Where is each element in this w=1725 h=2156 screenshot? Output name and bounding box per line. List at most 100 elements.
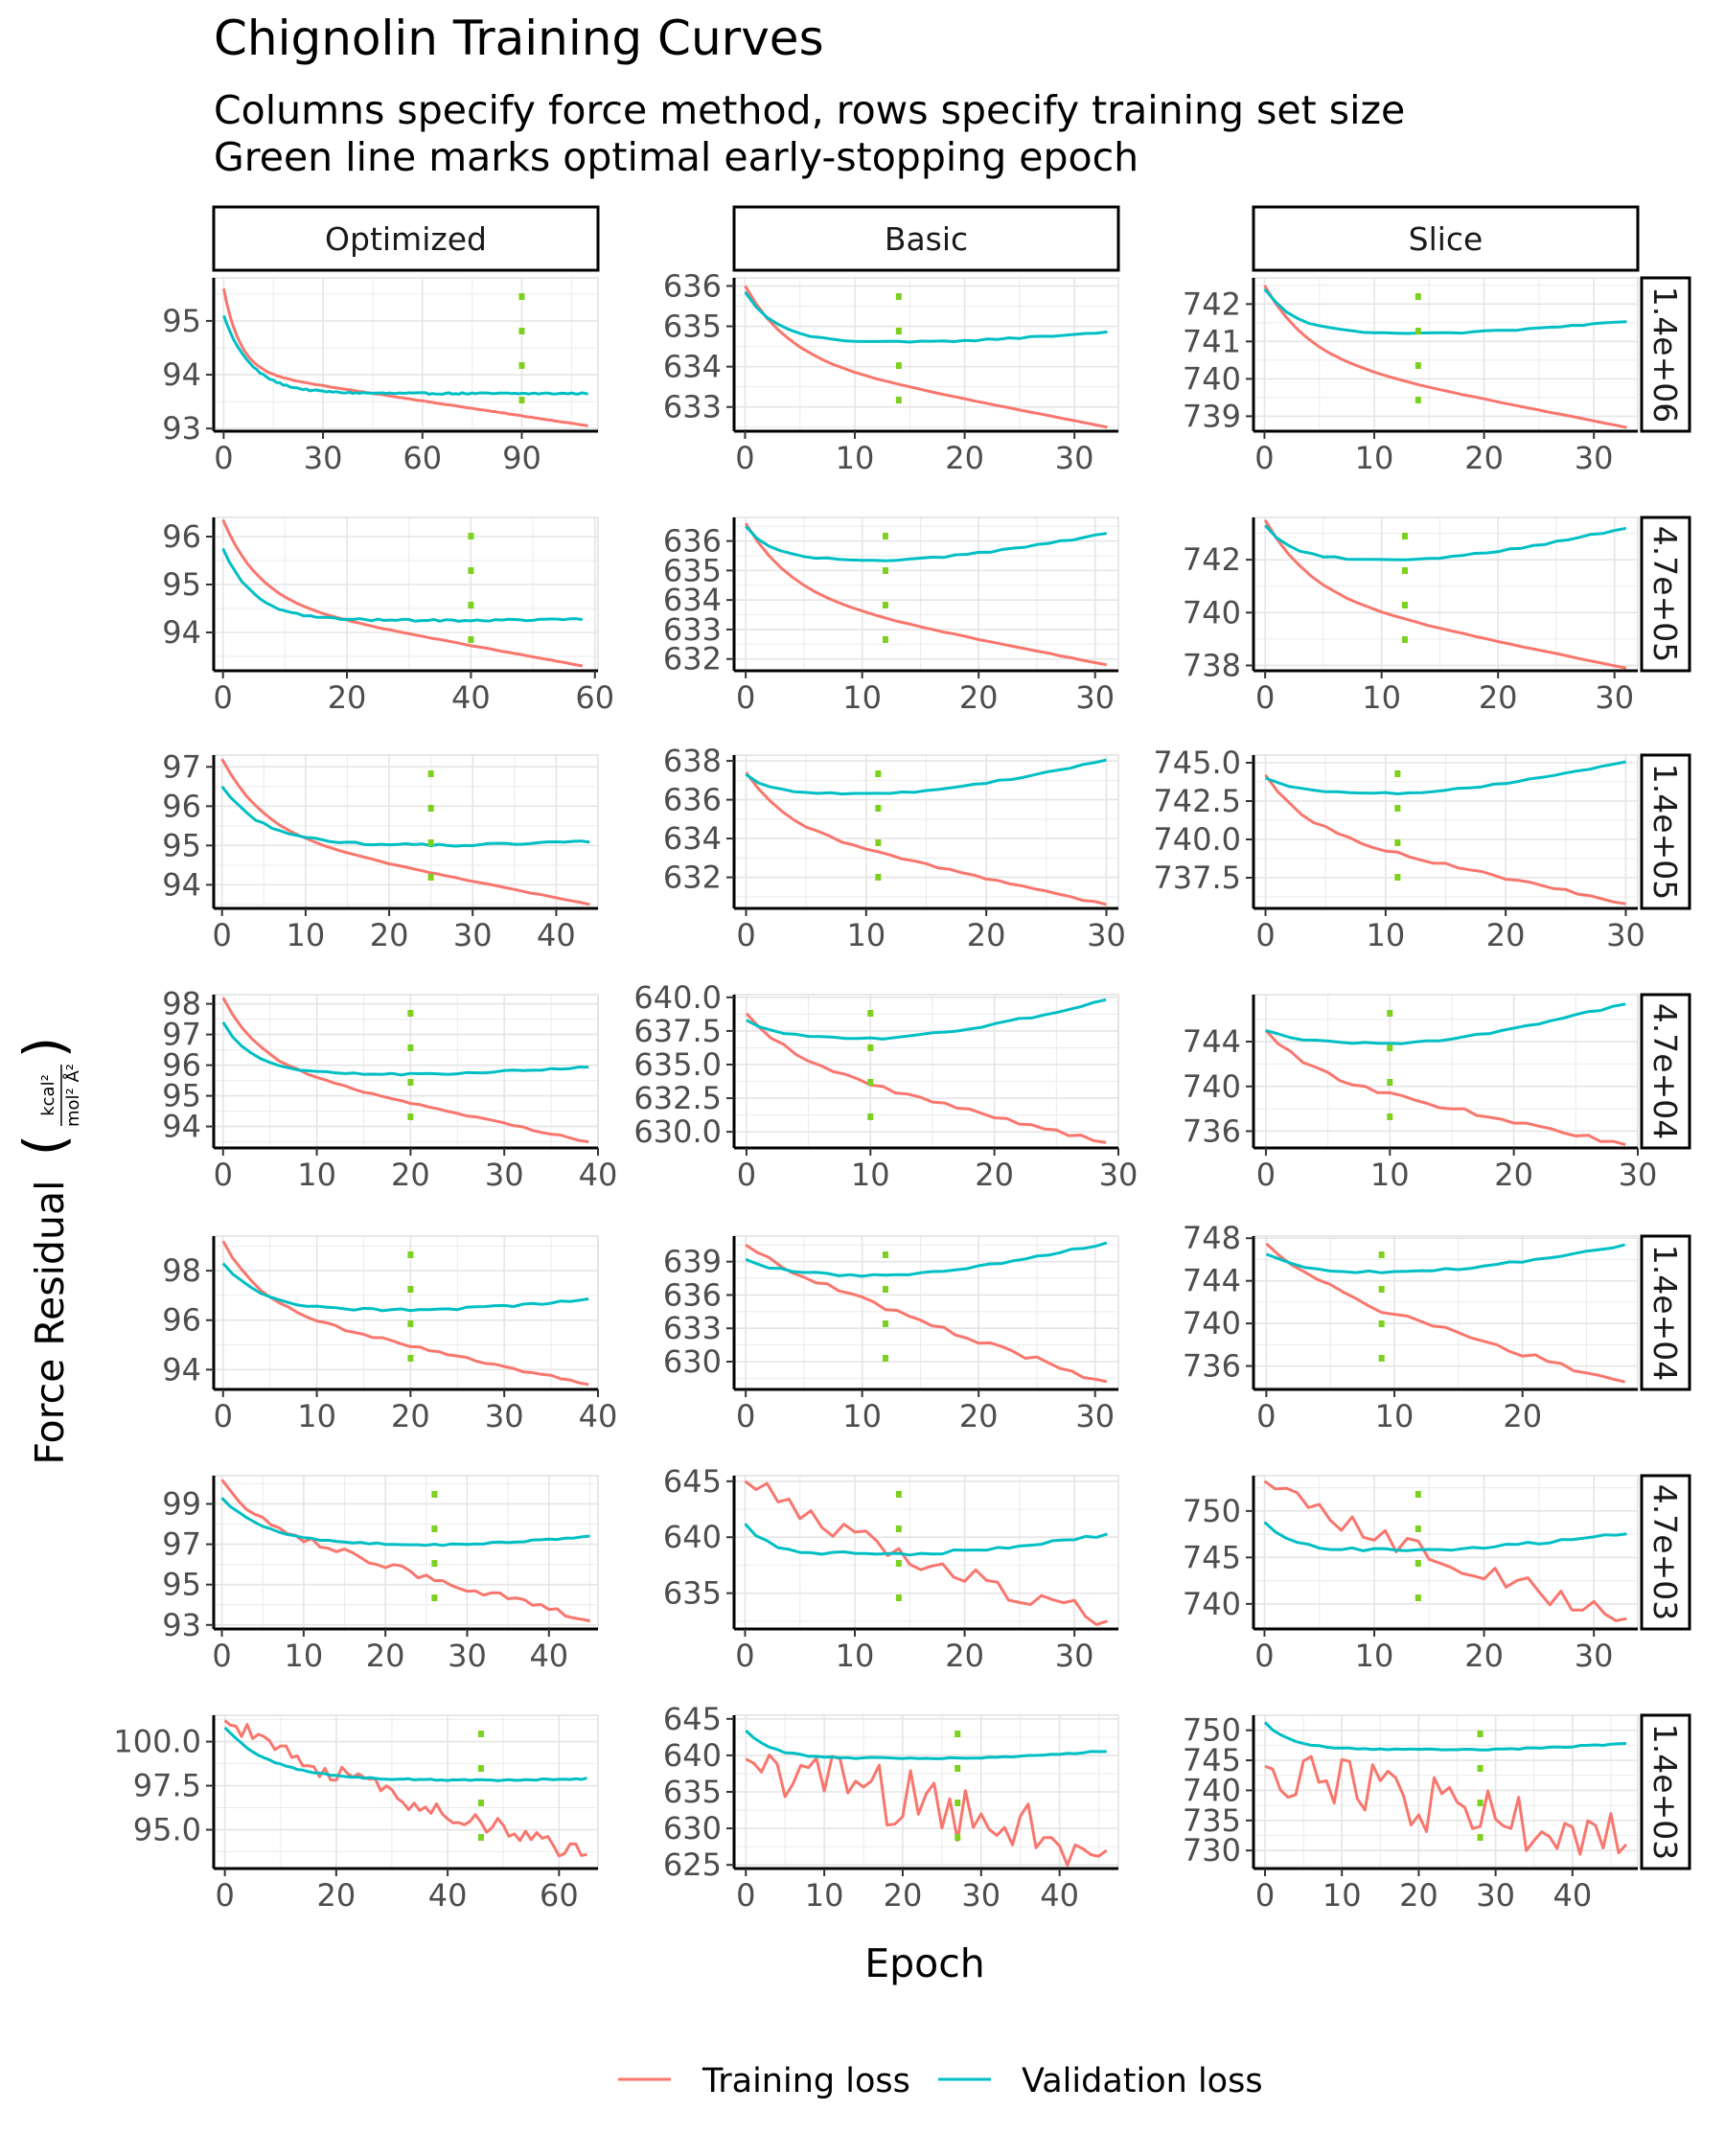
x-tick-label: 20 bbox=[1399, 1877, 1438, 1914]
y-tick-label: 634 bbox=[663, 582, 722, 618]
y-tick-label: 97 bbox=[162, 1526, 201, 1563]
panel-grid bbox=[214, 1715, 598, 1869]
y-tick-label: 640.0 bbox=[633, 979, 722, 1016]
series-line-training bbox=[1265, 1242, 1625, 1384]
y-tick-label: 98 bbox=[162, 986, 201, 1022]
y-tick-label: 742 bbox=[1183, 541, 1241, 578]
y-tick-label: 740 bbox=[1183, 1772, 1241, 1808]
series-line-validation bbox=[221, 1021, 589, 1077]
x-tick-label: 40 bbox=[428, 1877, 468, 1914]
panel-grid bbox=[734, 755, 1118, 908]
y-tick-label: 744 bbox=[1183, 1263, 1241, 1299]
y-tick-label: 94 bbox=[162, 866, 201, 903]
series-line-validation bbox=[1263, 1521, 1627, 1552]
x-tick-label: 20 bbox=[945, 1638, 984, 1674]
row-strip-box bbox=[1640, 516, 1691, 673]
panel-grid bbox=[214, 755, 598, 908]
x-tick-label: 40 bbox=[537, 917, 576, 953]
y-tick-label: 99 bbox=[162, 1485, 201, 1522]
series-line-training bbox=[221, 997, 589, 1144]
y-tick-label: 625 bbox=[663, 1846, 722, 1883]
x-tick-label: 20 bbox=[370, 917, 409, 953]
series-line-training bbox=[745, 1244, 1108, 1384]
legend-label-validation: Validation loss bbox=[1022, 2062, 1263, 2100]
y-tick-label: 633 bbox=[663, 1310, 722, 1346]
y-tick-label: 738 bbox=[1183, 647, 1241, 683]
x-tick-label: 40 bbox=[579, 1398, 618, 1434]
series-line-training bbox=[1263, 519, 1627, 670]
series-line-validation bbox=[1264, 524, 1627, 562]
y-tick-label: 730 bbox=[1183, 1832, 1241, 1869]
x-tick-label: 20 bbox=[1464, 440, 1504, 476]
panel-background bbox=[214, 1236, 598, 1389]
x-tick-label: 10 bbox=[846, 917, 886, 953]
x-tick-label: 0 bbox=[214, 679, 233, 716]
row-strip-box bbox=[1640, 753, 1691, 910]
row-strip-label: 1.4e+06 bbox=[1646, 287, 1684, 423]
x-tick-label: 30 bbox=[1075, 679, 1115, 716]
x-tick-label: 0 bbox=[1254, 1638, 1274, 1674]
series-line-training bbox=[1264, 1755, 1628, 1856]
y-tick-label: 740 bbox=[1183, 594, 1241, 631]
panel-basic-1.4e+06: 0 10 20 30 633 634 635 636 bbox=[663, 267, 1119, 476]
x-tick-label: 20 bbox=[967, 917, 1006, 953]
panel-slice-1.4e+04: 0 10 20 736 740 744 748 bbox=[1183, 1220, 1639, 1434]
series-line-training bbox=[744, 1479, 1108, 1626]
y-tick-label: 97.5 bbox=[133, 1768, 201, 1804]
x-tick-label: 0 bbox=[214, 1398, 233, 1434]
x-tick-label: 20 bbox=[1464, 1638, 1504, 1674]
series-line-training bbox=[745, 1754, 1108, 1868]
panel-grid bbox=[1254, 755, 1638, 908]
x-tick-label: 0 bbox=[1255, 679, 1275, 716]
series-line-training bbox=[1264, 773, 1626, 906]
x-tick-label: 30 bbox=[1087, 917, 1126, 953]
panel-background bbox=[214, 278, 598, 431]
x-tick-label: 20 bbox=[975, 1157, 1014, 1193]
x-tick-label: 0 bbox=[736, 1398, 755, 1434]
y-tick-label: 95 bbox=[162, 1078, 201, 1114]
x-tick-label: 20 bbox=[328, 679, 367, 716]
y-tick-label: 632 bbox=[663, 641, 722, 677]
y-tick-label: 93 bbox=[162, 410, 201, 447]
panel-grid bbox=[1254, 1476, 1638, 1629]
y-tick-label: 739 bbox=[1183, 398, 1241, 434]
x-tick-label: 10 bbox=[297, 1398, 336, 1434]
x-tick-label: 10 bbox=[1366, 917, 1405, 953]
y-tick-label: 745 bbox=[1183, 1539, 1241, 1575]
panel-background bbox=[214, 517, 598, 671]
y-tick-label: 94 bbox=[162, 614, 201, 651]
series-line-validation bbox=[220, 785, 590, 848]
series-line-training bbox=[745, 1012, 1107, 1144]
series-line-training bbox=[745, 771, 1107, 906]
row-strip-box bbox=[1640, 1713, 1691, 1870]
x-tick-label: 30 bbox=[453, 917, 493, 953]
series-line-validation bbox=[745, 525, 1107, 562]
x-tick-label: 40 bbox=[451, 679, 491, 716]
panel-grid bbox=[734, 517, 1118, 671]
column-strip-box bbox=[732, 205, 1120, 272]
y-tick-label: 95 bbox=[162, 566, 201, 603]
row-strip-label: 1.4e+03 bbox=[1646, 1724, 1684, 1860]
series-line-training bbox=[220, 1479, 590, 1623]
panel-background bbox=[214, 1476, 598, 1629]
row-strip-label: 4.7e+04 bbox=[1646, 1003, 1684, 1139]
series-line-training bbox=[223, 1719, 587, 1858]
panel-background bbox=[1254, 278, 1638, 431]
y-tick-label: 740 bbox=[1183, 360, 1241, 397]
x-tick-label: 0 bbox=[736, 679, 755, 716]
series-line-validation bbox=[744, 1523, 1108, 1557]
panel-background bbox=[1254, 1236, 1638, 1389]
y-tick-label: 750 bbox=[1183, 1712, 1241, 1749]
x-tick-label: 30 bbox=[1595, 679, 1634, 716]
x-tick-label: 10 bbox=[836, 1638, 875, 1674]
x-tick-label: 10 bbox=[1375, 1398, 1414, 1434]
x-tick-label: 20 bbox=[945, 440, 984, 476]
y-tick-label: 96 bbox=[162, 518, 201, 555]
y-tick-label: 742 bbox=[1183, 286, 1241, 322]
panel-optimized-1.4e+04: 0 10 20 30 40 94 96 98 bbox=[162, 1235, 618, 1434]
row-strip-1.4e+04: 1.4e+04 bbox=[1640, 1234, 1691, 1391]
x-tick-label: 30 bbox=[961, 1877, 1000, 1914]
panel-slice-4.7e+04: 0 10 20 30 736 740 744 bbox=[1183, 994, 1657, 1193]
panel-basic-4.7e+03: 0 10 20 30 635 640 645 bbox=[663, 1463, 1119, 1674]
x-tick-label: 40 bbox=[1552, 1877, 1592, 1914]
